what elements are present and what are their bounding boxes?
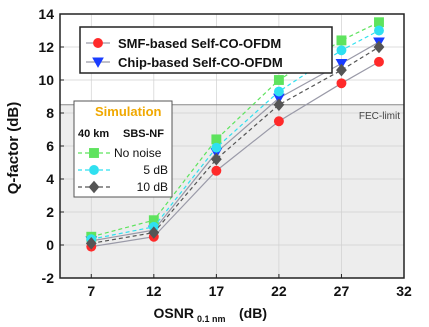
series-line xyxy=(91,29,380,240)
legend-label: 5 dB xyxy=(143,163,168,177)
y-tick-label: 2 xyxy=(46,204,54,220)
x-axis-label-sub: 0.1 nm xyxy=(197,314,226,324)
data-point xyxy=(211,142,222,153)
x-axis-label-unit: (dB) xyxy=(239,305,267,321)
legend-simulation-distance: 40 km xyxy=(78,128,109,140)
series-10-db xyxy=(85,40,385,250)
series-line xyxy=(91,41,380,242)
legend-simulation: Simulation 40 km SBS-NF No noise 5 dB 10 d… xyxy=(73,100,173,198)
data-point xyxy=(85,237,97,250)
series-line xyxy=(91,61,380,248)
x-tick-label: 27 xyxy=(334,283,350,299)
data-point xyxy=(148,215,159,226)
legend-label: No noise xyxy=(114,146,162,160)
x-axis-label: OSNR 0.1 nm (dB) xyxy=(154,305,267,324)
series-line xyxy=(91,46,380,244)
data-point xyxy=(374,17,384,28)
data-point xyxy=(336,78,347,89)
legend-label: 10 dB xyxy=(137,180,168,194)
data-point xyxy=(336,35,347,46)
x-tick-label: 17 xyxy=(209,283,225,299)
x-tick-label: 12 xyxy=(146,283,162,299)
y-tick-label: 8 xyxy=(46,105,54,121)
y-tick-label: 10 xyxy=(38,72,54,88)
x-tick-label: 7 xyxy=(87,283,95,299)
y-tick-label: 14 xyxy=(38,6,54,22)
legend-marker xyxy=(89,165,99,175)
y-tick-label: 4 xyxy=(46,171,54,187)
x-tick-label: 22 xyxy=(271,283,287,299)
data-point xyxy=(374,56,384,67)
data-point xyxy=(148,226,160,239)
legend-main-box xyxy=(79,26,333,74)
data-point xyxy=(336,63,347,77)
data-point xyxy=(374,25,384,36)
data-point xyxy=(273,116,284,127)
series-layer xyxy=(85,17,385,252)
y-tick-label: 0 xyxy=(46,237,54,253)
fec-limit-label: FEC-limit xyxy=(359,111,400,122)
legend-marker xyxy=(89,148,99,158)
y-tick-label: 12 xyxy=(38,39,54,55)
series-line xyxy=(91,21,380,238)
x-tick-label: 32 xyxy=(396,283,412,299)
legend-simulation-type: SBS-NF xyxy=(123,128,164,140)
legend-simulation-title: Simulation xyxy=(95,104,162,119)
legend-marker xyxy=(88,180,100,194)
data-point xyxy=(373,40,385,54)
legend-label: Chip-based Self-CO-OFDM xyxy=(118,55,283,70)
data-point xyxy=(273,98,285,112)
x-axis-label-main: OSNR xyxy=(154,305,194,321)
legend-label: SMF-based Self-CO-OFDM xyxy=(118,36,281,51)
y-axis-label: Q-factor (dB) xyxy=(5,102,22,195)
y-tick-label: -2 xyxy=(42,270,55,286)
data-point xyxy=(211,165,222,176)
legend-main: SMF-based Self-CO-OFDM Chip-based Self-CO… xyxy=(79,26,333,74)
data-point xyxy=(273,86,284,97)
data-point xyxy=(210,152,222,166)
legend-marker xyxy=(93,38,103,48)
legend-marker xyxy=(92,57,104,68)
y-axis-ticks: -2 0 2 4 6 8 10 12 14 xyxy=(38,6,64,286)
data-point xyxy=(336,45,347,56)
x-axis-ticks: 7 12 17 22 27 32 xyxy=(87,274,412,299)
data-point xyxy=(211,134,222,145)
y-tick-label: 6 xyxy=(46,138,54,154)
data-point xyxy=(273,75,284,85)
